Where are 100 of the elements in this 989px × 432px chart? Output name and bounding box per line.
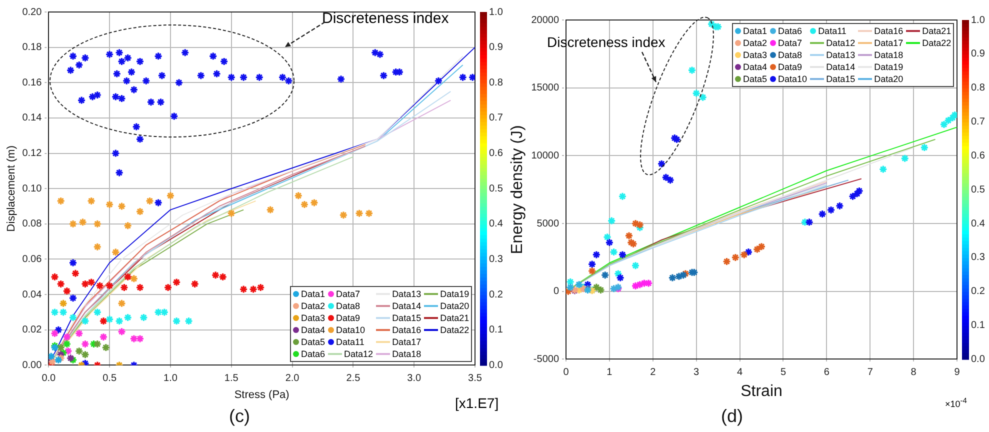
legend-label: Data22 — [440, 324, 470, 336]
color-bar-label: 0.4 — [971, 218, 986, 230]
color-bar-label: 0.2 — [489, 289, 504, 300]
legend-label: Data19 — [874, 61, 904, 73]
legend-label: Data5 — [743, 73, 768, 85]
legend-label: Data12 — [826, 37, 856, 49]
x-axis-title: Stress (Pa) — [234, 388, 290, 401]
color-bar-label: 0.7 — [971, 116, 986, 128]
x-tick-label: 2.5 — [346, 372, 361, 384]
legend-label: Data19 — [440, 288, 470, 300]
legend-label: Data6 — [778, 25, 802, 37]
legend-label: Data18 — [874, 49, 904, 61]
y-tick-label: 0.10 — [22, 183, 42, 194]
legend-label: Data13 — [826, 49, 856, 61]
y-tick-label: 0 — [553, 286, 560, 298]
y-tick-label: 0.18 — [22, 42, 42, 54]
x-tick-label: 1.5 — [224, 372, 239, 384]
color-bar-label: 0.5 — [971, 184, 986, 196]
color-bar-label: 1.0 — [971, 14, 986, 26]
legend-label: Data3 — [301, 312, 326, 324]
x-axis-title: Strain — [740, 383, 782, 400]
x-tick-label: 3 — [694, 366, 700, 378]
legend-label: Data4 — [743, 61, 768, 73]
color-bar-label: 0.7 — [489, 112, 504, 124]
legend-label: Data15 — [392, 312, 422, 324]
color-bar-label: 0.9 — [971, 48, 986, 60]
color-bar-label: 0.8 — [971, 82, 986, 94]
legend-label: Data8 — [778, 49, 802, 61]
legend-label: Data17 — [392, 336, 422, 348]
x-tick-label: 2.0 — [285, 372, 300, 384]
legend-label: Data8 — [336, 300, 360, 312]
y-tick-label: 0.08 — [22, 218, 42, 230]
legend-label: Data14 — [826, 61, 856, 73]
text: (d) — [721, 406, 743, 426]
x-tick-label: 5 — [780, 366, 786, 378]
legend-label: Data9 — [336, 312, 360, 324]
legend-label: Data16 — [874, 25, 904, 37]
y-tick-label: 0.04 — [22, 289, 42, 300]
color-bar-label: 0.2 — [971, 286, 986, 298]
color-bar-label: 0.0 — [971, 354, 986, 365]
color-bar-label: 0.1 — [971, 320, 986, 332]
legend-label: Data3 — [743, 49, 768, 61]
y-tick-label: 0.00 — [22, 360, 42, 371]
legend-label: Data9 — [778, 61, 802, 73]
x-tick-label: 0.5 — [102, 372, 117, 384]
color-bar-label: 0.4 — [489, 218, 504, 230]
x-tick-label: 0 — [563, 366, 570, 378]
legend-label: Data6 — [301, 348, 326, 360]
legend-label: Data21 — [440, 312, 470, 324]
y-tick-label: 0.06 — [22, 254, 42, 265]
legend-label: Data2 — [301, 300, 326, 312]
legend-label: Data16 — [392, 324, 422, 336]
y-tick-label: 5000 — [536, 218, 560, 230]
legend-label: Data13 — [392, 288, 422, 300]
color-bar-label: 0.6 — [971, 150, 986, 162]
x-tick-label: 7 — [867, 366, 874, 378]
legend-label: Data4 — [301, 324, 326, 336]
annotation: Discreteness index — [322, 10, 449, 27]
x-tick-label: 1.0 — [164, 372, 178, 384]
legend-label: Data21 — [922, 25, 952, 37]
color-bar-label: 0.1 — [489, 324, 504, 336]
y-tick-label: 20000 — [531, 14, 560, 26]
legend-label: Data15 — [826, 73, 856, 85]
x-tick-label: 6 — [824, 366, 830, 378]
legend-label: Data20 — [874, 73, 904, 85]
color-bar-label: 0.5 — [489, 183, 504, 194]
x-tick-label: 1 — [606, 366, 613, 378]
y-tick-label: 15000 — [531, 82, 560, 94]
legend-label: Data7 — [336, 288, 360, 300]
legend-label: Data1 — [301, 288, 326, 300]
legend-label: Data18 — [392, 348, 422, 360]
color-bar-label: 1.0 — [489, 6, 504, 18]
color-bar-label: 0.3 — [489, 254, 504, 265]
x-tick-label: 2 — [650, 366, 656, 378]
legend-label: Data7 — [778, 37, 802, 49]
x-tick-label: 9 — [954, 366, 960, 378]
color-bar-label: 0.6 — [489, 148, 504, 160]
color-bar-label: 0.9 — [489, 42, 504, 54]
legend-label: Data20 — [440, 300, 470, 312]
legend-label: Data5 — [301, 336, 326, 348]
x-tick-label: 3.5 — [468, 372, 482, 384]
color-bar-label: 0.0 — [489, 360, 504, 371]
y-tick-label: 0.20 — [22, 6, 42, 18]
legend-label: Data14 — [392, 300, 422, 312]
color-bar-label: 0.8 — [489, 77, 504, 88]
x-tick-label: 3.0 — [407, 372, 422, 384]
legend-label: Data17 — [874, 37, 904, 49]
x-tick-label: 0.0 — [42, 372, 56, 384]
legend-label: Data10 — [778, 73, 808, 85]
legend-label: Data10 — [336, 324, 366, 336]
y-tick-label: 0.12 — [22, 148, 42, 160]
legend-label: Data12 — [344, 348, 374, 360]
legend-label: Data1 — [743, 25, 768, 37]
legend-label: Data22 — [922, 37, 952, 49]
y-tick-label: 10000 — [531, 150, 560, 162]
y-axis-title: Displacement (m) — [6, 146, 18, 232]
color-bar-label: 0.3 — [971, 252, 986, 264]
y-tick-label: 0.16 — [22, 77, 42, 88]
x-tick-label: 8 — [910, 366, 917, 378]
text: ×10$^{-4}$ — [945, 396, 967, 409]
